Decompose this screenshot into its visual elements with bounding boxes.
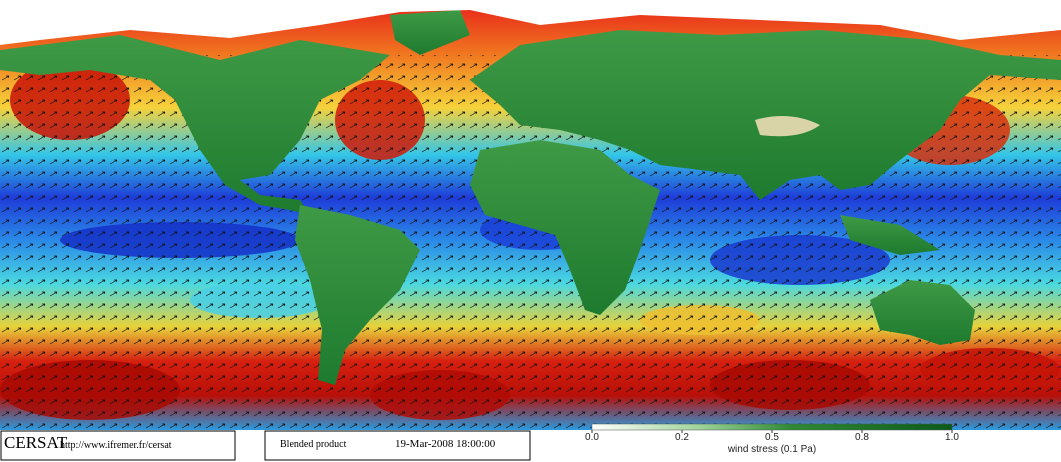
colorbar-tick-label: 0.2 [675,432,689,443]
africa [470,140,660,315]
indonesia [840,215,940,255]
url: http://www.ifremer.fr/cersat [60,440,172,451]
greenland [390,10,470,55]
colorbar-tick-label: 0.8 [855,432,869,443]
eurasia [470,30,1061,200]
colorbar-bar [591,423,953,431]
colorbar-tick-label: 0.0 [585,432,599,443]
continents [0,10,1061,385]
north-america [0,35,390,215]
logo-box [0,430,236,461]
colorbar-label: wind stress (0.1 Pa) [727,444,816,455]
map [0,0,1061,430]
logo: CERSAT [4,433,68,452]
australia [870,280,975,345]
product-box [264,430,531,461]
date: 19-Mar-2008 18:00:00 [395,438,496,450]
south-america [295,205,420,385]
product: Blended product [280,439,347,450]
colorbar: wind stress (0.1 Pa) 0.0 0.2 0.5 0.8 1.0 [585,423,959,455]
ice [0,0,1061,137]
colorbar-tick-label: 0.5 [765,432,779,443]
colorbar-tick-label: 1.0 [945,432,959,443]
footer: CERSAT http://www.ifremer.fr/cersat Blen… [0,423,1061,462]
